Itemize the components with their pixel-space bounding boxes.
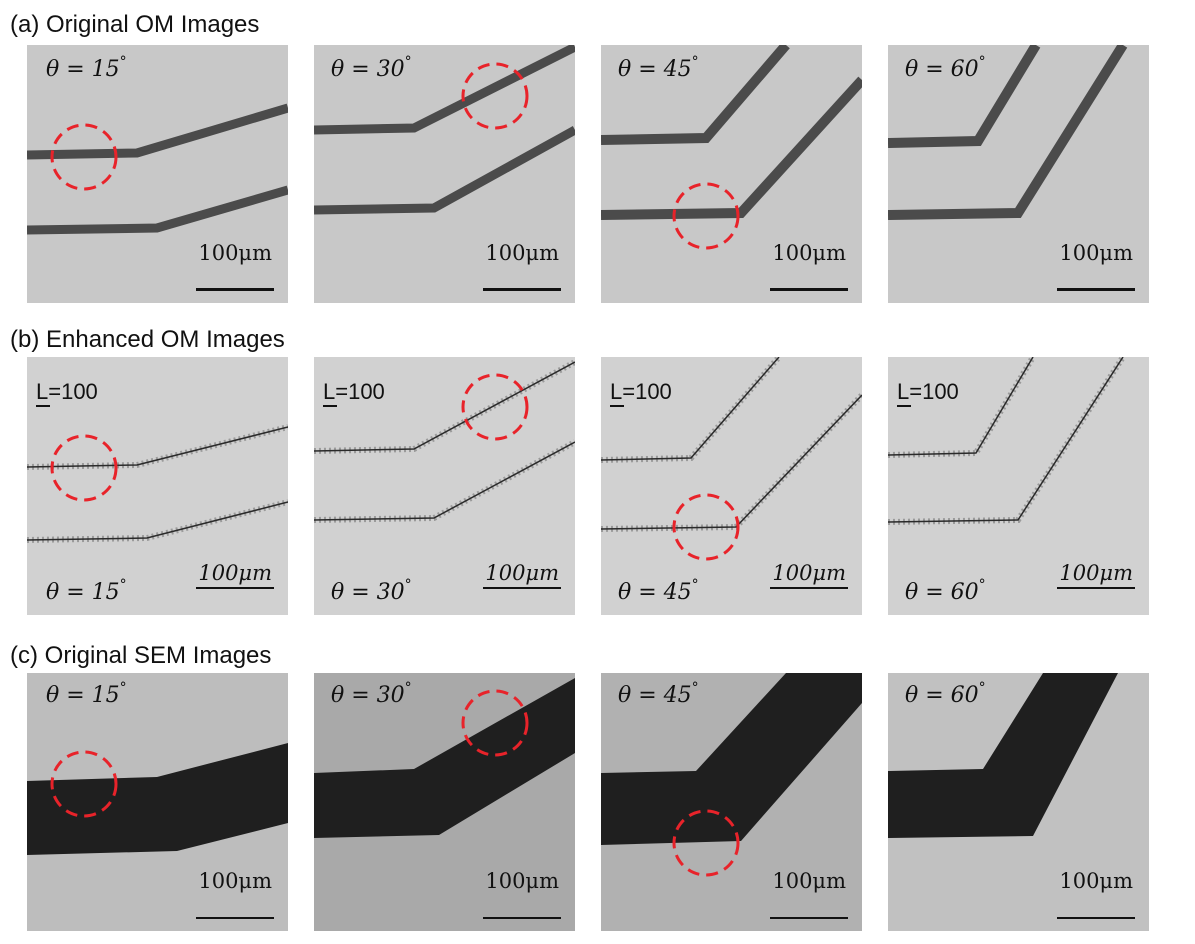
length-scale-label: L=100 [610,379,672,407]
om-original-panel-45: θ = 45° 100μm [601,45,862,303]
om-enhanced-panel-60: L=100 θ = 60° 100μm [888,357,1149,615]
scale-bar [196,917,274,919]
om-image-45 [601,45,862,303]
row-b-title: (b) Enhanced OM Images [10,326,285,353]
om-original-panel-15: θ = 15° 100μm [27,45,288,303]
scale-bar-label: 100μm [198,241,272,265]
scale-bar-label: 100μm [1059,869,1133,893]
scale-bar [1057,587,1135,589]
theta-label: θ = 15° [46,577,127,605]
om-original-panel-30: θ = 30° 100μm [314,45,575,303]
scale-bar [770,288,848,291]
sem-panel-45: θ = 45° 100μm [601,673,862,931]
om-original-panel-60: θ = 60° 100μm [888,45,1149,303]
scale-bar [770,587,848,589]
length-scale-label: L=100 [897,379,959,407]
theta-label: θ = 45° [618,54,699,82]
sem-panel-15: θ = 15° 100μm [27,673,288,931]
scale-bar-label: 100μm [485,561,559,585]
length-scale-label: L=100 [36,379,98,407]
scale-bar-label: 100μm [198,869,272,893]
sem-image-30 [314,673,575,931]
defect-highlight-circle [672,182,740,250]
sem-image-45 [601,673,862,931]
theta-label: θ = 30° [331,680,412,708]
theta-label: θ = 60° [905,680,986,708]
theta-label: θ = 15° [46,54,127,82]
sem-image-15 [27,673,288,931]
defect-highlight-circle [50,123,118,191]
scale-bar [196,288,274,291]
theta-label: θ = 15° [46,680,127,708]
scale-bar [483,917,561,919]
theta-label: θ = 60° [905,577,986,605]
scale-bar [483,587,561,589]
defect-highlight-circle [50,434,118,502]
theta-label: θ = 45° [618,577,699,605]
om-image-30 [314,45,575,303]
theta-label: θ = 30° [331,577,412,605]
scale-bar-label: 100μm [772,869,846,893]
om-enhanced-panel-45: L=100 θ = 45° 100μm [601,357,862,615]
scale-bar-label: 100μm [485,241,559,265]
om-enhanced-image-45 [601,357,862,615]
sem-panel-60: θ = 60° 100μm [888,673,1149,931]
scale-bar-label: 100μm [1059,561,1133,585]
scale-bar-label: 100μm [772,241,846,265]
sem-panel-30: θ = 30° 100μm [314,673,575,931]
defect-highlight-circle [461,689,529,757]
row-a-title: (a) Original OM Images [10,11,260,38]
defect-highlight-circle [672,493,740,561]
length-scale-label: L=100 [323,379,385,407]
defect-highlight-circle [461,62,529,130]
scale-bar-label: 100μm [485,869,559,893]
scale-bar-label: 100μm [772,561,846,585]
scale-bar [770,917,848,919]
om-enhanced-panel-15: L=100 θ = 15° 100μm [27,357,288,615]
defect-highlight-circle [461,373,529,441]
om-enhanced-image-60 [888,357,1149,615]
sem-image-60 [888,673,1149,931]
scale-bar [1057,288,1135,291]
om-image-15 [27,45,288,303]
defect-highlight-circle [50,750,118,818]
om-enhanced-image-30 [314,357,575,615]
theta-label: θ = 60° [905,54,986,82]
om-image-60 [888,45,1149,303]
scale-bar [196,587,274,589]
scale-bar-label: 100μm [1059,241,1133,265]
theta-label: θ = 30° [331,54,412,82]
defect-highlight-circle [672,809,740,877]
theta-label: θ = 45° [618,680,699,708]
row-c-title: (c) Original SEM Images [10,642,272,669]
scale-bar [1057,917,1135,919]
om-enhanced-panel-30: L=100 θ = 30° 100μm [314,357,575,615]
scale-bar [483,288,561,291]
scale-bar-label: 100μm [198,561,272,585]
om-enhanced-image-15 [27,357,288,615]
